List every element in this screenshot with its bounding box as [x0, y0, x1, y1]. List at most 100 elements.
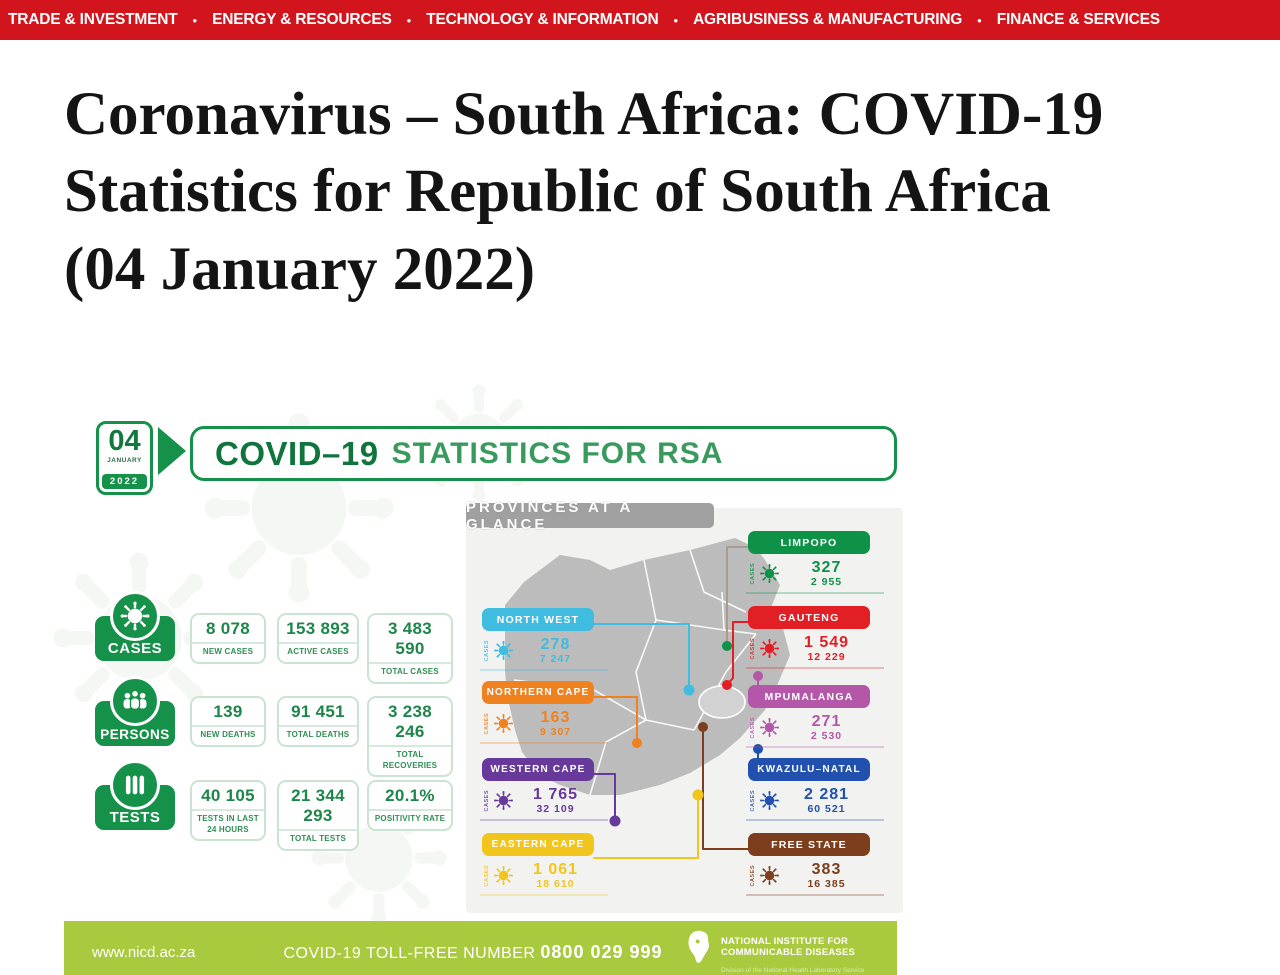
cases-vertical-label: CASES	[484, 789, 490, 812]
stat-total-cases: 3 483 590 TOTAL CASES	[367, 613, 453, 684]
tollfree-label: COVID-19 TOLL-FREE NUMBER	[283, 944, 536, 962]
province-secondary-value: 60 521	[807, 803, 846, 816]
province-new-cases: 1 061	[532, 860, 579, 878]
province-new-cases: 2 281	[803, 785, 850, 803]
south-africa-map	[505, 538, 790, 860]
province-name: NORTHERN CAPE	[482, 681, 594, 705]
stat-label: NEW CASES	[192, 642, 264, 661]
province-map-dots	[609, 641, 763, 827]
stat-label: ACTIVE CASES	[279, 642, 357, 661]
province-new-cases: 383	[811, 860, 842, 878]
nav-item-finance-services[interactable]: FINANCE & SERVICES	[996, 11, 1160, 28]
bullet-separator: •	[673, 12, 679, 28]
cases-vertical-label: CASES	[750, 864, 756, 887]
province-name: FREE STATE	[748, 833, 870, 857]
cases-vertical-label: CASES	[484, 639, 490, 662]
date-day: 04	[108, 425, 141, 458]
province-new-cases: 327	[811, 558, 842, 576]
virus-icon	[759, 865, 780, 886]
province-name: WESTERN CAPE	[482, 758, 594, 782]
province-new-cases: 278	[540, 635, 571, 653]
infographic-footer: www.nicd.ac.za COVID-19 TOLL-FREE NUMBER…	[64, 921, 897, 975]
province-secondary-value: 18 610	[536, 878, 575, 891]
tollfree-number: COVID-19 TOLL-FREE NUMBER 0800 029 999	[262, 942, 684, 963]
nav-item-technology-information[interactable]: TECHNOLOGY & INFORMATION	[426, 11, 659, 28]
cases-badge: CASES	[95, 591, 175, 662]
nicd-website: www.nicd.ac.za	[92, 943, 196, 961]
cases-vertical-label: CASES	[750, 562, 756, 585]
stat-value: 40 105	[201, 786, 255, 806]
virus-icon	[759, 638, 780, 659]
province-name: EASTERN CAPE	[482, 833, 594, 857]
stat-label: POSITIVITY RATE	[369, 809, 451, 828]
stat-total-tests: 21 344 293 TOTAL TESTS	[277, 780, 359, 851]
province-new-cases: 271	[811, 712, 842, 730]
stat-label: TOTAL CASES	[369, 662, 451, 681]
province-secondary-value: 2 530	[810, 730, 843, 743]
org-tagline: Division of the National Health Laborato…	[721, 967, 865, 975]
stat-value: 20.1%	[385, 786, 435, 806]
stat-new-cases: 8 078 NEW CASES	[190, 613, 266, 664]
cases-badge-label: CASES	[107, 640, 163, 658]
cases-vertical-label: CASES	[750, 716, 756, 739]
province-card-mpumalanga: MPUMALANGA CASES 271 2 530	[746, 685, 884, 749]
cases-vertical-label: CASES	[484, 712, 490, 735]
persons-icon	[110, 676, 160, 727]
province-name: LIMPOPO	[748, 531, 870, 555]
province-secondary-value: 9 307	[539, 726, 572, 739]
stat-value: 8 078	[205, 619, 251, 639]
persons-badge: PERSONS	[95, 676, 175, 747]
stat-value: 139	[213, 702, 243, 722]
stat-tests-24h: 40 105 TESTS IN LAST 24 HOURS	[190, 780, 266, 842]
province-card-free-state: FREE STATE CASES 383 16 385	[746, 833, 884, 897]
province-secondary-value: 12 229	[807, 651, 846, 664]
province-new-cases: 1 549	[803, 633, 850, 651]
province-secondary-value: 32 109	[536, 803, 575, 816]
arrow-right-icon	[158, 427, 186, 476]
province-name: MPUMALANGA	[748, 685, 870, 709]
province-card-eastern-cape: EASTERN CAPE CASES 1 061 18 610	[480, 833, 608, 897]
stat-active-cases: 153 893 ACTIVE CASES	[277, 613, 359, 664]
org-name-line1: NATIONAL INSTITUTE FOR	[721, 935, 849, 947]
province-secondary-value: 2 955	[810, 576, 843, 589]
province-card-western-cape: WESTERN CAPE CASES 1 765 32 109	[480, 758, 608, 822]
stat-value: 153 893	[286, 619, 350, 639]
org-name-line2: COMMUNICABLE DISEASES	[721, 947, 856, 959]
top-category-nav: TRADE & INVESTMENT • ENERGY & RESOURCES …	[0, 0, 1280, 40]
tests-badge: TESTS	[95, 760, 175, 831]
virus-icon	[493, 865, 514, 886]
cases-vertical-label: CASES	[484, 864, 490, 887]
province-secondary-value: 16 385	[807, 878, 846, 891]
title-statistics-rsa: STATISTICS FOR RSA	[391, 436, 724, 470]
nav-item-trade-investment[interactable]: TRADE & INVESTMENT	[8, 11, 178, 28]
province-card-limpopo: LIMPOPO CASES 327 2 955	[746, 531, 884, 595]
stat-value: 3 238 246	[387, 702, 433, 742]
bullet-separator: •	[977, 12, 982, 28]
province-card-kwazulu-natal: KWAZULU–NATAL CASES 2 281 60 521	[746, 758, 884, 822]
cases-vertical-label: CASES	[750, 637, 756, 660]
stat-value: 91 451	[291, 702, 345, 722]
province-secondary-value: 7 247	[539, 653, 572, 666]
stat-label: NEW DEATHS	[192, 725, 264, 744]
province-card-north-west: NORTH WEST CASES 278 7 247	[480, 608, 608, 672]
tollfree-value: 0800 029 999	[540, 941, 663, 962]
stat-positivity-rate: 20.1% POSITIVITY RATE	[367, 780, 453, 831]
province-new-cases: 1 765	[532, 785, 579, 803]
bullet-separator: •	[406, 12, 412, 28]
province-name: NORTH WEST	[482, 608, 594, 632]
stat-new-deaths: 139 NEW DEATHS	[190, 696, 266, 747]
persons-badge-label: PERSONS	[100, 727, 170, 743]
test-tubes-icon	[110, 760, 160, 811]
title-covid19: COVID–19	[215, 434, 379, 472]
virus-icon	[759, 790, 780, 811]
nav-item-agribusiness-manufacturing[interactable]: AGRIBUSINESS & MANUFACTURING	[693, 11, 963, 28]
stat-total-recoveries: 3 238 246 TOTAL RECOVERIES	[367, 696, 453, 778]
nav-item-energy-resources[interactable]: ENERGY & RESOURCES	[212, 11, 392, 28]
virus-icon	[493, 713, 514, 734]
province-card-gauteng: GAUTENG CASES 1 549 12 229	[746, 606, 884, 670]
stat-label: TOTAL TESTS	[279, 829, 357, 848]
province-card-northern-cape: NORTHERN CAPE CASES 163 9 307	[480, 681, 608, 745]
virus-icon	[110, 591, 160, 642]
bullet-separator: •	[192, 12, 198, 28]
virus-icon	[493, 640, 514, 661]
